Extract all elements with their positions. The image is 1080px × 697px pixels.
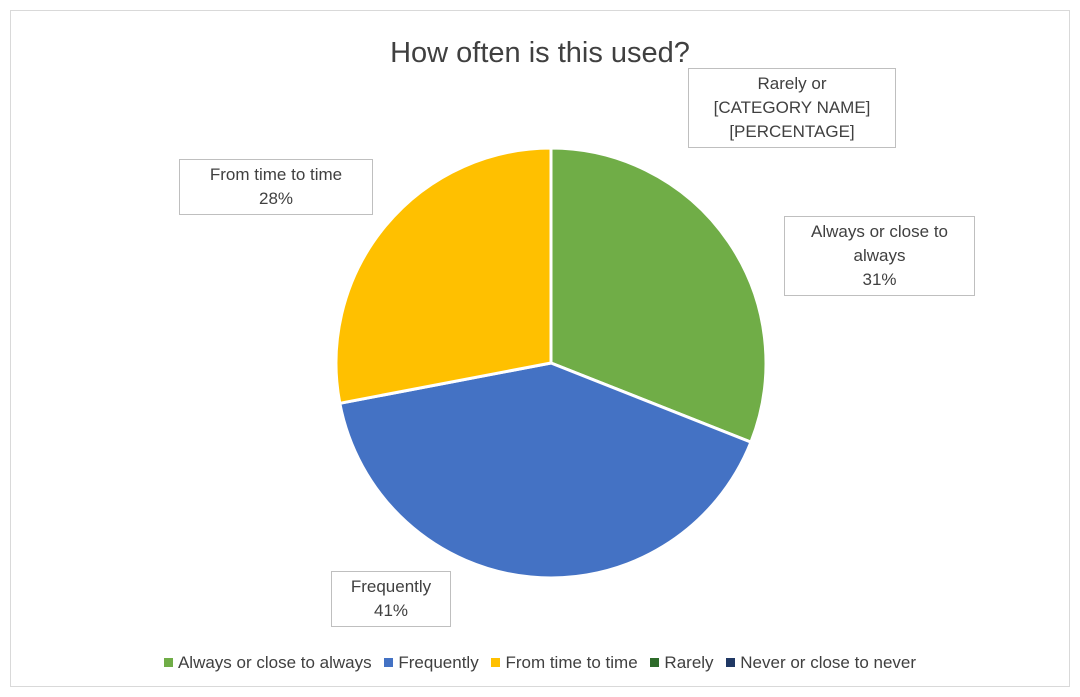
chart-title: How often is this used? bbox=[390, 37, 690, 69]
pie-slice-always bbox=[549, 146, 768, 444]
legend-item-rarely: Rarely bbox=[650, 653, 714, 673]
data-label-frequently: Frequently 41% bbox=[331, 571, 451, 627]
legend-item-always: Always or close to always bbox=[163, 653, 372, 673]
legend-swatch-frequently bbox=[384, 658, 394, 667]
chart-legend: Always or close to always Frequently Fro… bbox=[0, 653, 1080, 673]
legend-swatch-from-time-to-time bbox=[491, 658, 501, 667]
pie-slice-from-time-to-time bbox=[334, 146, 553, 405]
data-label-always: Always or close to always 31% bbox=[784, 216, 975, 296]
legend-item-never: Never or close to never bbox=[726, 653, 916, 673]
legend-item-from-time-to-time: From time to time bbox=[491, 653, 638, 673]
legend-item-frequently: Frequently bbox=[384, 653, 479, 673]
legend-swatch-always bbox=[163, 658, 173, 667]
data-label-rarely: Rarely or [CATEGORY NAME] [PERCENTAGE] bbox=[688, 68, 896, 148]
data-label-from-time-to-time: From time to time 28% bbox=[179, 159, 373, 215]
pie-slice-frequently bbox=[338, 361, 753, 580]
legend-swatch-rarely bbox=[650, 658, 660, 667]
legend-swatch-never bbox=[726, 658, 736, 667]
